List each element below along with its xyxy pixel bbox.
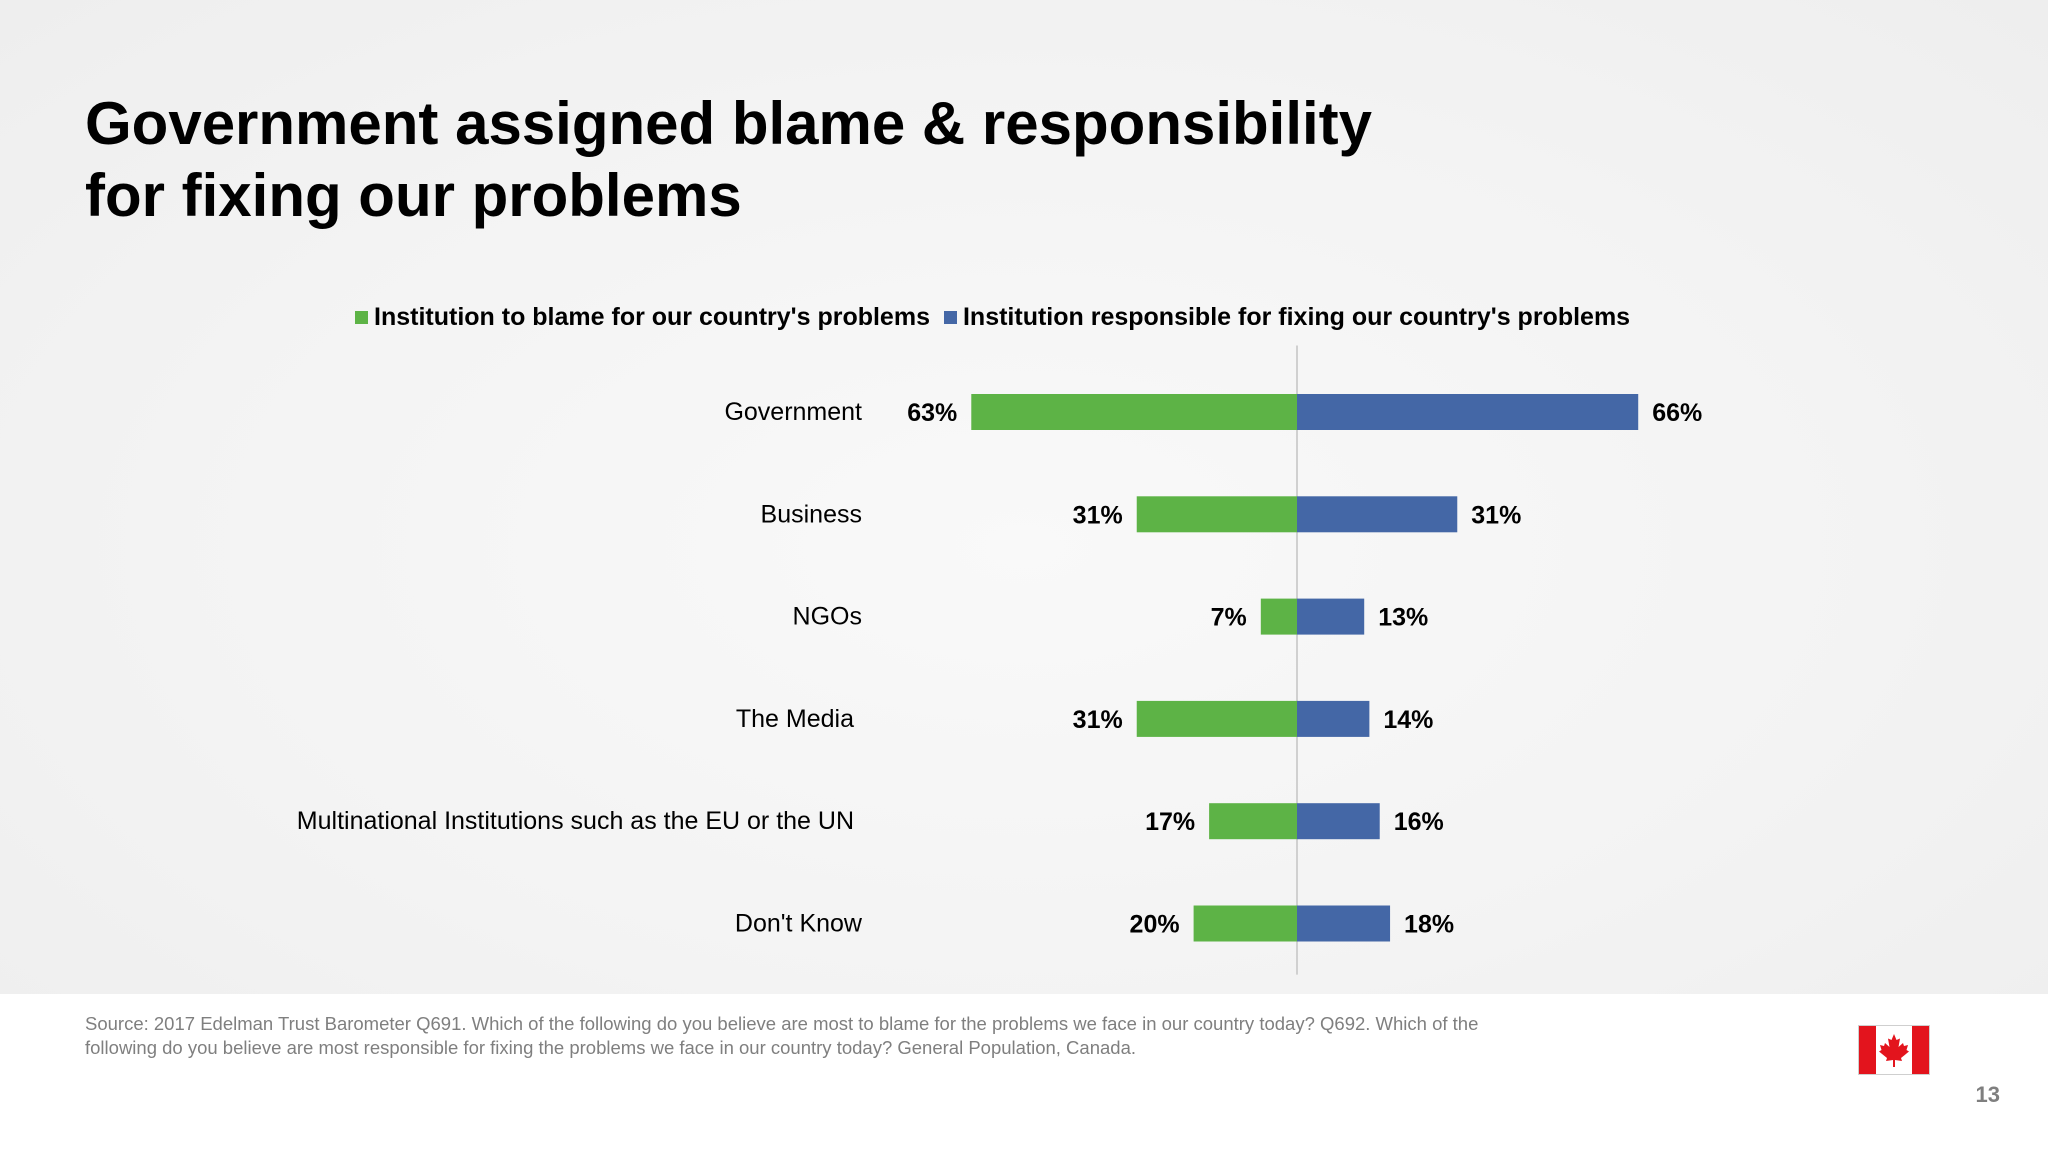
bar-blame xyxy=(1209,803,1297,840)
category-label: Business xyxy=(761,500,862,528)
bar-blame xyxy=(1260,598,1297,635)
category-label: Multinational Institutions such as the E… xyxy=(297,807,854,835)
legend-swatch-blame xyxy=(355,310,368,324)
data-label-blame: 20% xyxy=(1130,911,1180,939)
data-label-blame: 17% xyxy=(1145,808,1195,836)
legend-item-blame: Institution to blame for our country's p… xyxy=(355,303,930,332)
title-line-2: for fixing our problems xyxy=(85,162,742,229)
chart-legend: Institution to blame for our country's p… xyxy=(355,302,1644,332)
page-title: Government assigned blame & responsibili… xyxy=(85,88,1585,232)
bar-fixing xyxy=(1297,598,1365,635)
bar-fixing xyxy=(1297,496,1458,533)
bar-blame xyxy=(971,394,1297,430)
data-label-fixing: 13% xyxy=(1378,604,1428,632)
slide-background xyxy=(0,0,2048,994)
legend-label-fixing: Institution responsible for fixing our c… xyxy=(962,302,1631,331)
bar-fixing xyxy=(1297,905,1391,942)
legend-swatch-fixing xyxy=(943,310,957,324)
legend-label-blame: Institution to blame for our country's p… xyxy=(374,302,930,331)
bar-fixing xyxy=(1297,803,1380,840)
bar-blame xyxy=(1136,700,1297,737)
data-label-fixing: 18% xyxy=(1404,911,1454,939)
bar-blame xyxy=(1193,905,1297,942)
category-label: NGOs xyxy=(793,603,862,631)
bar-fixing xyxy=(1297,700,1370,737)
source-note: Source: 2017 Edelman Trust Barometer Q69… xyxy=(85,1013,1479,1058)
data-label-fixing: 14% xyxy=(1383,706,1433,734)
data-label-blame: 7% xyxy=(1211,604,1247,632)
category-label: The Media xyxy=(736,705,854,733)
diverging-bar-chart: Government 63% 66% Business 31% 31% NGOs 7% 13% T… xyxy=(297,345,1702,975)
legend-item-fixing: Institution responsible for fixing our c… xyxy=(943,302,1631,332)
category-label: Don't Know xyxy=(735,910,863,938)
bar-fixing xyxy=(1297,394,1639,430)
data-label-blame: 31% xyxy=(1073,706,1123,734)
data-label-fixing: 16% xyxy=(1394,808,1444,836)
data-label-fixing: 31% xyxy=(1471,501,1521,529)
canada-flag-icon xyxy=(1858,1025,1930,1075)
data-label-fixing: 66% xyxy=(1652,399,1702,427)
data-label-blame: 63% xyxy=(907,399,957,427)
category-label: Government xyxy=(724,398,862,426)
data-label-blame: 31% xyxy=(1073,501,1123,529)
page-number: 13 xyxy=(1975,1082,2000,1107)
bar-blame xyxy=(1136,496,1297,533)
title-line-1: Government assigned blame & responsibili… xyxy=(85,90,1373,157)
